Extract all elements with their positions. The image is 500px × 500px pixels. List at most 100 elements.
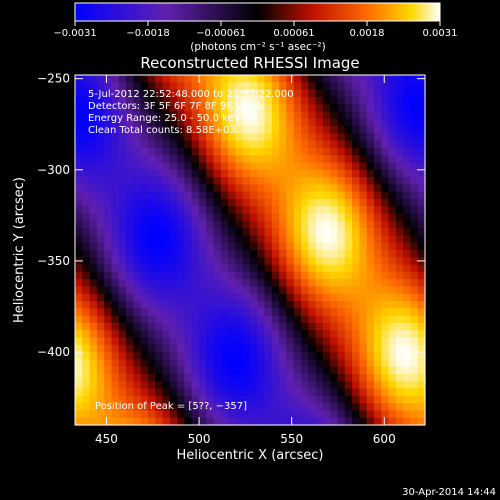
heatmap-cell bbox=[177, 96, 185, 105]
heatmap-cell bbox=[191, 301, 200, 309]
heatmap-cell bbox=[75, 147, 83, 156]
heatmap-cell bbox=[250, 308, 258, 317]
heatmap-cell bbox=[169, 213, 178, 222]
heatmap-cell bbox=[177, 147, 185, 156]
heatmap-cell bbox=[352, 410, 360, 419]
heatmap-cell bbox=[228, 359, 237, 368]
heatmap-cell bbox=[213, 250, 222, 258]
heatmap-cell bbox=[213, 315, 222, 324]
heatmap-cell bbox=[177, 301, 185, 309]
heatmap-cell bbox=[140, 220, 149, 229]
heatmap-cell bbox=[308, 228, 317, 237]
heatmap-cell bbox=[373, 191, 382, 200]
heatmap-cell bbox=[359, 162, 368, 171]
heatmap-cell bbox=[89, 133, 98, 142]
heatmap-cell bbox=[344, 235, 353, 244]
heatmap-cell bbox=[344, 104, 353, 113]
heatmap-cell bbox=[133, 213, 142, 222]
heatmap-cell bbox=[126, 308, 134, 317]
heatmap-cell bbox=[359, 322, 368, 331]
heatmap-cell bbox=[118, 344, 127, 353]
colorbar bbox=[74, 2, 441, 22]
heatmap-cell bbox=[82, 381, 91, 390]
heatmap-cell bbox=[403, 235, 412, 244]
heatmap-cell bbox=[140, 257, 149, 266]
heatmap-cell bbox=[286, 301, 295, 309]
heatmap-cell bbox=[111, 410, 120, 419]
heatmap-cell bbox=[169, 381, 178, 390]
heatmap-cell bbox=[242, 111, 251, 120]
heatmap-cell bbox=[206, 140, 215, 149]
heatmap-cell bbox=[140, 388, 149, 397]
heatmap-cell bbox=[286, 133, 295, 142]
heatmap-cell bbox=[177, 286, 185, 295]
heatmap-cell bbox=[301, 257, 309, 266]
heatmap-cell bbox=[403, 206, 412, 215]
heatmap-cell bbox=[250, 147, 258, 156]
heatmap-cell bbox=[184, 315, 193, 324]
heatmap-cell bbox=[82, 366, 91, 375]
heatmap-cell bbox=[96, 133, 105, 142]
heatmap-cell bbox=[308, 89, 317, 98]
heatmap-cell bbox=[271, 177, 280, 185]
heatmap-cell bbox=[286, 213, 295, 222]
heatmap-cell bbox=[417, 330, 426, 339]
heatmap-cell bbox=[308, 140, 317, 149]
heatmap-cell bbox=[177, 417, 185, 426]
heatmap-cell bbox=[155, 177, 164, 185]
heatmap-cell bbox=[352, 82, 360, 91]
heatmap-cell bbox=[301, 111, 309, 120]
heatmap-cell bbox=[184, 301, 193, 309]
heatmap-cell bbox=[96, 177, 105, 185]
heatmap-cell bbox=[315, 257, 324, 266]
heatmap-cell bbox=[82, 228, 91, 237]
heatmap-cell bbox=[177, 118, 185, 127]
heatmap-cell bbox=[242, 155, 251, 164]
heatmap-cell bbox=[96, 169, 105, 178]
heatmap-cell bbox=[271, 191, 280, 200]
heatmap-cell bbox=[271, 279, 280, 288]
heatmap-cell bbox=[352, 373, 360, 382]
heatmap-cell bbox=[330, 147, 339, 156]
heatmap-cell bbox=[286, 111, 295, 120]
heatmap-cell bbox=[89, 271, 98, 280]
heatmap-cell bbox=[140, 344, 149, 353]
heatmap-cell bbox=[235, 322, 244, 331]
heatmap-cell bbox=[213, 82, 222, 91]
heatmap-cell bbox=[177, 133, 185, 142]
heatmap-cell bbox=[228, 417, 237, 426]
heatmap-cell bbox=[264, 213, 273, 222]
heatmap-cell bbox=[250, 242, 258, 251]
heatmap-cell bbox=[82, 235, 91, 244]
heatmap-cell bbox=[271, 301, 280, 309]
heatmap-cell bbox=[286, 96, 295, 105]
heatmap-cell bbox=[242, 293, 251, 302]
heatmap-cell bbox=[257, 330, 266, 339]
heatmap-cell bbox=[96, 359, 105, 368]
heatmap-cell bbox=[366, 140, 375, 149]
colorbar-tick-label: 0.0031 bbox=[423, 28, 458, 39]
heatmap-cell bbox=[140, 330, 149, 339]
heatmap-cell bbox=[344, 388, 353, 397]
heatmap-cell bbox=[82, 352, 91, 360]
heatmap-cell bbox=[250, 359, 258, 368]
heatmap-cell bbox=[140, 366, 149, 375]
heatmap-cell bbox=[220, 228, 229, 237]
heatmap-cell bbox=[206, 220, 215, 229]
heatmap-cell bbox=[228, 220, 237, 229]
heatmap-cell bbox=[118, 228, 127, 237]
heatmap-cell bbox=[308, 75, 317, 83]
heatmap-cell bbox=[308, 337, 317, 346]
heatmap-cell bbox=[279, 140, 288, 149]
heatmap-cell bbox=[279, 250, 288, 258]
heatmap-cell bbox=[213, 417, 222, 426]
heatmap-cell bbox=[279, 279, 288, 288]
heatmap-cell bbox=[257, 104, 266, 113]
heatmap-cell bbox=[177, 169, 185, 178]
heatmap-cell bbox=[75, 359, 83, 368]
heatmap-cell bbox=[140, 140, 149, 149]
heatmap-cell bbox=[169, 410, 178, 419]
heatmap-cell bbox=[315, 344, 324, 353]
heatmap-cell bbox=[286, 417, 295, 426]
heatmap-cell bbox=[140, 147, 149, 156]
